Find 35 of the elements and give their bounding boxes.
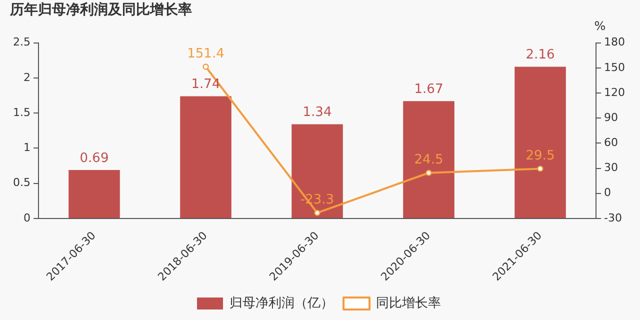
y2-tick-label: -30	[604, 211, 622, 224]
y2-tick-label: 30	[604, 161, 618, 174]
y2-axis-title: %	[594, 18, 606, 33]
y2-tick-label: 180	[604, 36, 626, 49]
y-tick-label: 1.5	[12, 106, 30, 119]
legend-label: 归母净利润（亿）	[230, 296, 334, 311]
data-label: 0.69	[80, 150, 109, 166]
point	[314, 210, 320, 216]
y-tick-label: 0	[23, 211, 30, 224]
legend-label: 同比增长率	[376, 294, 441, 311]
point	[426, 170, 432, 176]
y2-tick-label: 0	[604, 186, 612, 200]
bar	[68, 170, 120, 218]
data-label: 151.4	[187, 46, 224, 62]
bar	[403, 101, 454, 218]
data-label: 1.34	[302, 105, 332, 120]
chart-title: 历年归母净利润及同比增长率	[9, 1, 192, 18]
y2-tick-label: 90	[604, 110, 618, 124]
bar	[292, 124, 343, 218]
y-tick-label: 2	[23, 70, 30, 84]
y-tick-label: 2.5	[12, 36, 30, 49]
bar	[180, 96, 232, 218]
bar	[514, 66, 566, 218]
data-label: 2.16	[526, 48, 555, 63]
data-label: 24.5	[414, 152, 444, 168]
y2-tick-label: 60	[604, 136, 618, 150]
data-label: 29.5	[526, 148, 555, 164]
y-tick-label: 1	[23, 141, 30, 154]
data-label: 1.74	[191, 77, 220, 92]
data-label: 1.67	[414, 82, 444, 97]
y2-tick-label: 120	[604, 86, 626, 99]
y-tick-label: 0.5	[12, 176, 30, 190]
point	[537, 166, 544, 172]
point	[202, 64, 209, 70]
y2-tick-label: 150	[604, 60, 626, 74]
